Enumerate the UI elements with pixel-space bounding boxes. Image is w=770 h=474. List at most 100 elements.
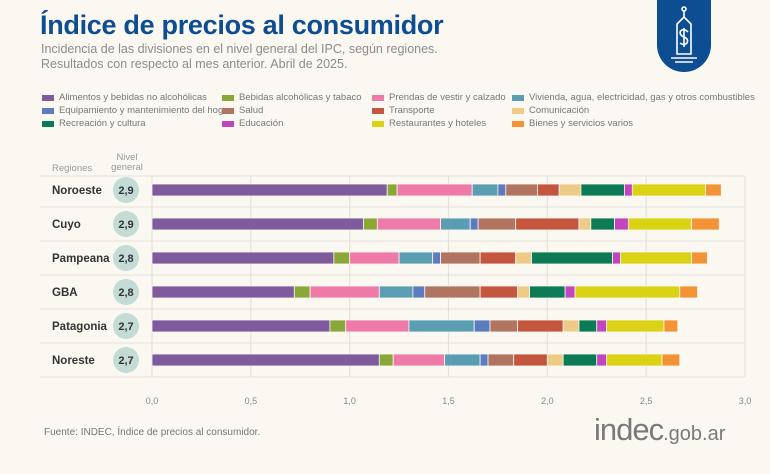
level-header-line1: Nivel bbox=[116, 152, 137, 163]
regions-header: Regiones bbox=[52, 163, 92, 174]
bar-segment bbox=[345, 319, 410, 333]
bar-segment bbox=[440, 217, 471, 231]
subtitle-date: Resultados con respecto al mes anterior.… bbox=[41, 57, 348, 71]
bar-segment bbox=[473, 319, 491, 333]
legend-label: Transporte bbox=[389, 105, 435, 116]
level-circle bbox=[113, 245, 139, 271]
region-label: Pampeana bbox=[52, 253, 110, 265]
bar-segment bbox=[479, 285, 519, 299]
legend-item: Educación bbox=[222, 118, 283, 129]
legend-label: Alimentos y bebidas no alcohólicas bbox=[59, 92, 207, 103]
legend-swatch bbox=[42, 107, 54, 114]
bar-segment bbox=[151, 217, 364, 231]
bar-segment bbox=[596, 319, 608, 333]
bar-segment bbox=[606, 353, 663, 367]
legend-swatch bbox=[372, 94, 384, 101]
bar-segment bbox=[705, 183, 722, 197]
bar-segment bbox=[309, 285, 380, 299]
level-value: 2,9 bbox=[118, 219, 133, 231]
bar-segment bbox=[517, 319, 564, 333]
region-label: GBA bbox=[52, 287, 78, 299]
bar-segment bbox=[562, 353, 598, 367]
bar-segment bbox=[558, 183, 582, 197]
legend-label: Prendas de vestir y calzado bbox=[389, 92, 506, 103]
bar-segment bbox=[624, 183, 633, 197]
bar-segment bbox=[513, 353, 548, 367]
legend-label: Restaurantes y hoteles bbox=[389, 118, 487, 129]
legend-item: Bienes y servicios varios bbox=[512, 118, 633, 129]
bar-segment bbox=[614, 217, 629, 231]
legend-swatch bbox=[512, 94, 524, 101]
x-tick-label: 2,5 bbox=[640, 396, 653, 406]
legend-swatch bbox=[42, 120, 54, 127]
legend-swatch bbox=[222, 107, 234, 114]
x-tick-label: 1,0 bbox=[343, 396, 356, 406]
legend-item: Vivienda, agua, electricidad, gas y otro… bbox=[512, 92, 755, 103]
legend-label: Bebidas alcohólicas y tabaco bbox=[239, 92, 362, 103]
legend-label: Educación bbox=[239, 118, 284, 129]
bar-segment bbox=[612, 251, 621, 265]
bar-segment bbox=[376, 217, 441, 231]
bar-segment bbox=[631, 183, 706, 197]
bar-segment bbox=[531, 251, 613, 265]
bar-segment bbox=[151, 319, 331, 333]
page-title: Índice de precios al consumidor bbox=[40, 10, 444, 40]
legend-item: Salud bbox=[222, 105, 263, 116]
bar-segment bbox=[151, 251, 335, 265]
bar-segment bbox=[396, 183, 473, 197]
source-note: Fuente: INDEC, Índice de precios al cons… bbox=[44, 427, 261, 438]
bar-segment bbox=[151, 353, 380, 367]
level-value: 2,9 bbox=[118, 185, 133, 197]
bar-segment bbox=[663, 319, 679, 333]
bar-segment bbox=[679, 285, 698, 299]
legend-swatch bbox=[512, 107, 524, 114]
bar-segment bbox=[408, 319, 475, 333]
region-label: Noreste bbox=[52, 355, 95, 367]
bar-segment bbox=[479, 353, 489, 367]
bar-segment bbox=[151, 285, 295, 299]
bar-segment bbox=[590, 217, 615, 231]
bar-segment bbox=[515, 217, 580, 231]
bar-segment bbox=[432, 251, 441, 265]
bar-segment bbox=[471, 183, 499, 197]
bar-segment bbox=[515, 251, 532, 265]
bar-segment bbox=[580, 183, 625, 197]
bar-segment bbox=[333, 251, 351, 265]
legend-label: Bienes y servicios varios bbox=[529, 118, 634, 129]
region-label: Patagonia bbox=[52, 321, 108, 333]
level-circle bbox=[113, 347, 139, 373]
region-label: Cuyo bbox=[52, 219, 81, 231]
bar-segment bbox=[529, 285, 566, 299]
level-header-line2: general bbox=[111, 162, 143, 173]
level-value: 2,7 bbox=[118, 321, 133, 333]
level-circle bbox=[113, 313, 139, 339]
subtitle: Incidencia de las divisiones en el nivel… bbox=[41, 42, 438, 56]
bar-segment bbox=[517, 285, 530, 299]
legend-swatch bbox=[372, 120, 384, 127]
bar-segment bbox=[378, 285, 414, 299]
bar-segment bbox=[661, 353, 681, 367]
bar-segment bbox=[562, 319, 580, 333]
level-circle bbox=[113, 177, 139, 203]
x-tick-label: 2,0 bbox=[541, 396, 554, 406]
bar-segment bbox=[596, 353, 608, 367]
bar-segment bbox=[497, 183, 507, 197]
bar-segment bbox=[578, 319, 598, 333]
bar-segment bbox=[329, 319, 347, 333]
x-tick-label: 3,0 bbox=[739, 396, 752, 406]
legend-item: Bebidas alcohólicas y tabaco bbox=[222, 92, 362, 103]
bar-segment bbox=[578, 217, 592, 231]
bar-segment bbox=[564, 285, 576, 299]
legend-item: Restaurantes y hoteles bbox=[372, 118, 486, 129]
level-circle bbox=[113, 279, 139, 305]
bar-segment bbox=[477, 217, 517, 231]
logo-suffix: .gob.ar bbox=[663, 423, 726, 445]
legend-item: Equipamiento y mantenimiento del hogar bbox=[42, 105, 232, 116]
legend-item: Comunicación bbox=[512, 105, 589, 116]
bar-segment bbox=[691, 217, 720, 231]
legend-swatch bbox=[42, 94, 54, 101]
legend-label: Comunicación bbox=[529, 105, 590, 116]
bar-segment bbox=[627, 217, 693, 231]
bar-segment bbox=[537, 183, 560, 197]
bar-segment bbox=[546, 353, 564, 367]
